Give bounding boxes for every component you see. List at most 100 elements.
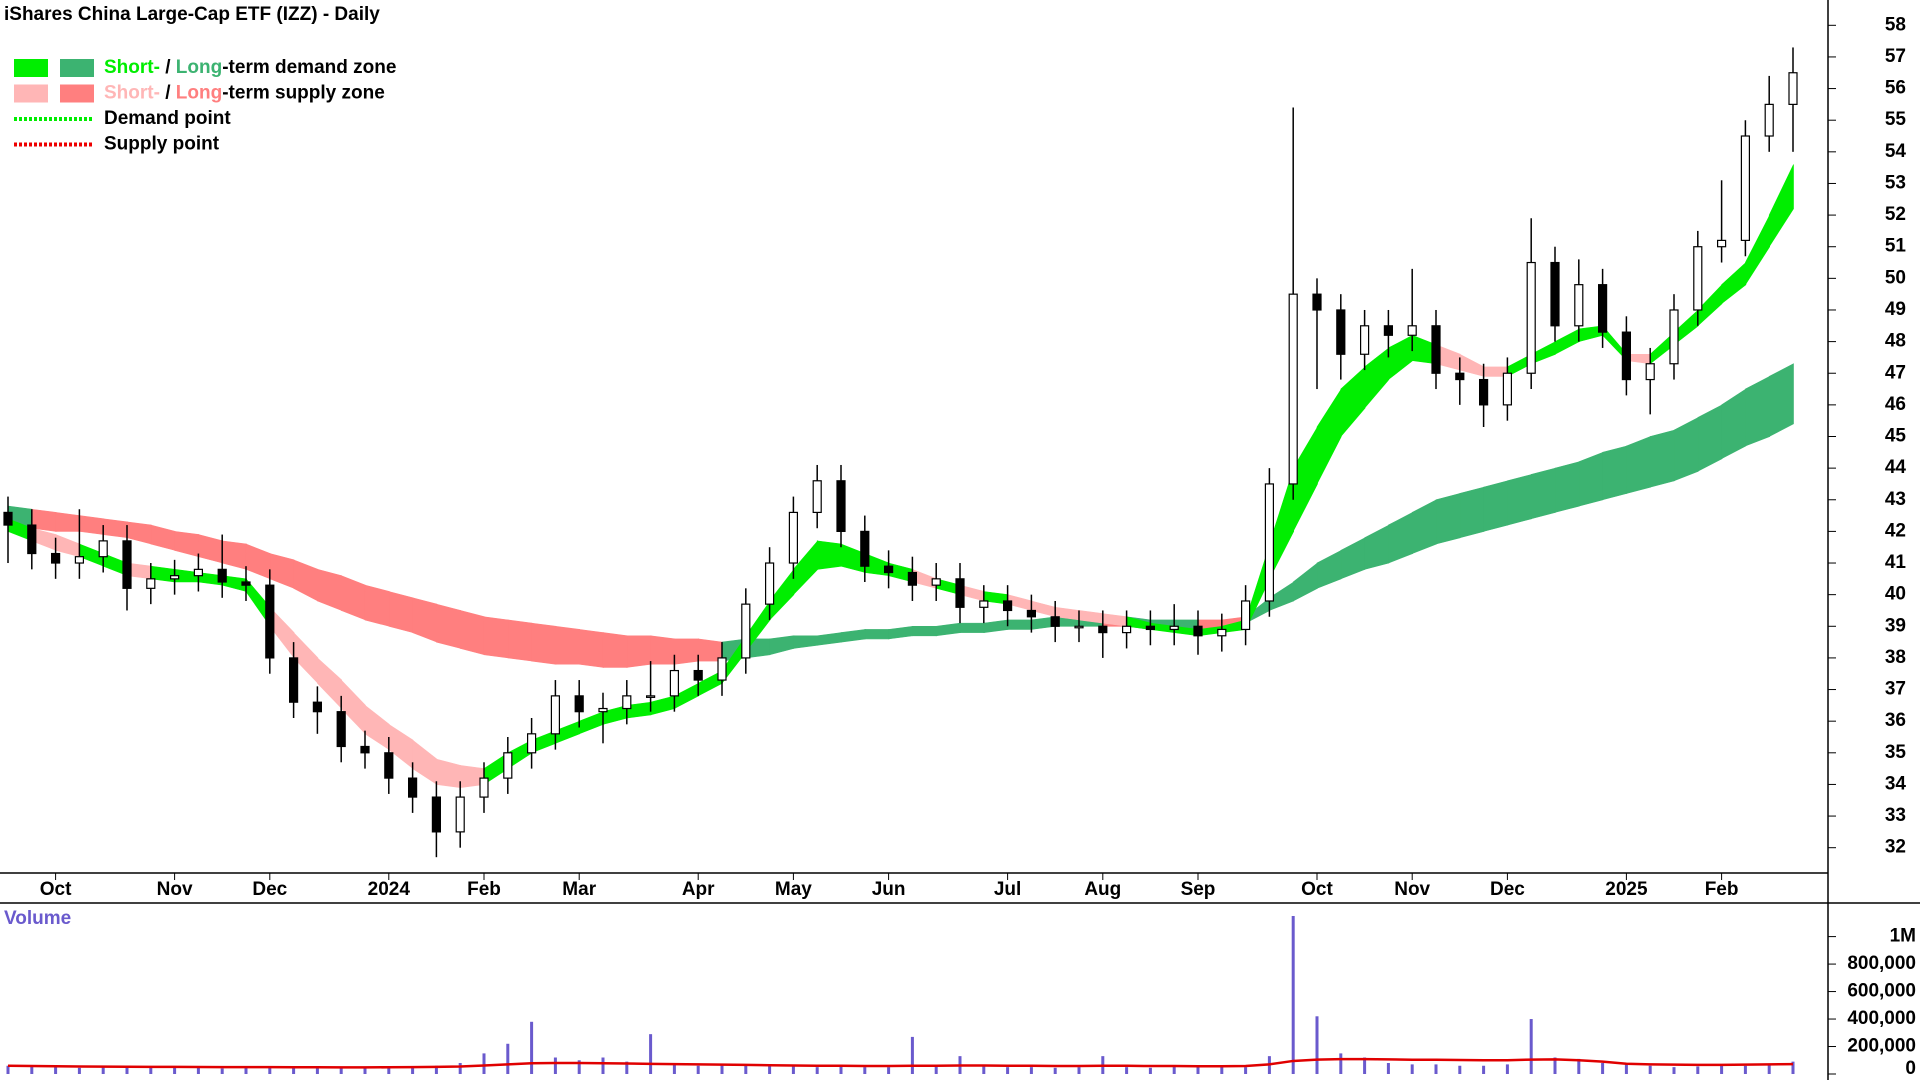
volume-bar [1077, 1067, 1081, 1074]
candle-body [622, 695, 632, 710]
volume-bar [768, 1066, 772, 1074]
candle-body [836, 480, 846, 532]
candle-body [1312, 293, 1322, 311]
y-tick-label: 38 [1885, 647, 1906, 668]
long-zone [1768, 363, 1794, 437]
y-tick-label: 0 [1905, 1058, 1916, 1079]
candle-body [384, 752, 394, 779]
volume-bar [1006, 1067, 1010, 1074]
volume-bar [887, 1067, 891, 1074]
volume-bar [1696, 1066, 1700, 1074]
candle-body [1645, 363, 1655, 381]
y-tick-label: 41 [1885, 552, 1907, 573]
volume-bar [982, 1065, 986, 1074]
candle-body [598, 707, 608, 713]
candle-body [645, 695, 656, 698]
candle-body [1526, 261, 1536, 374]
volume-bar [6, 1065, 10, 1074]
y-tick-label: 400,000 [1847, 1008, 1916, 1029]
volume-bar [339, 1067, 343, 1074]
volume-bar [244, 1067, 248, 1074]
y-tick-label: 800,000 [1847, 953, 1916, 974]
volume-bar [196, 1067, 200, 1074]
long-zone [1626, 436, 1651, 494]
volume-bar [601, 1057, 605, 1074]
volume-bar [1410, 1064, 1414, 1074]
long-zone [364, 584, 390, 627]
volume-bar [101, 1067, 105, 1074]
volume-bar [411, 1067, 415, 1074]
candle-body [741, 603, 751, 659]
candle-body [1121, 625, 1132, 634]
x-tick-label: Mar [562, 879, 596, 900]
candle-body [360, 745, 370, 754]
volume-bar [268, 1067, 272, 1074]
long-zone [626, 635, 652, 668]
y-tick-label: 54 [1885, 141, 1907, 162]
candle-body [1169, 625, 1179, 631]
candle-body [3, 511, 13, 526]
candle-body [1288, 293, 1298, 485]
candle-body [1455, 372, 1465, 381]
long-zone [912, 625, 938, 637]
x-tick-label: Jul [994, 879, 1021, 900]
legend-swatch [60, 84, 94, 103]
long-zone [102, 518, 128, 539]
candle-body [122, 540, 132, 589]
x-tick-label: Nov [157, 879, 193, 900]
volume-bar [1743, 1065, 1747, 1074]
candle-body [1621, 331, 1632, 381]
long-zone [1007, 619, 1033, 630]
y-tick-label: 47 [1885, 362, 1906, 383]
volume-bar [1244, 1067, 1248, 1074]
candle-body [146, 578, 156, 589]
volume-bar [1220, 1066, 1224, 1074]
candle-body [241, 581, 251, 586]
volume-bar [553, 1057, 557, 1074]
volume-bar [1196, 1067, 1200, 1074]
volume-bar [1434, 1064, 1438, 1074]
volume-bar [125, 1067, 129, 1074]
volume-bar [625, 1061, 629, 1074]
y-tick-label: 33 [1885, 805, 1906, 826]
volume-bar [1053, 1067, 1057, 1074]
long-zone [1578, 451, 1604, 507]
candle-body [907, 571, 918, 586]
legend-label: Supply point [104, 134, 220, 155]
long-zone [1507, 474, 1532, 526]
candle-body [1217, 628, 1227, 637]
long-zone [79, 515, 104, 535]
short-zone [1340, 366, 1366, 438]
volume-bar [910, 1036, 914, 1074]
candle-body [408, 777, 418, 798]
y-tick-label: 36 [1885, 710, 1906, 731]
volume-bar [577, 1060, 581, 1074]
candle-body [27, 524, 37, 555]
candle-body [788, 511, 799, 564]
y-tick-label: 57 [1885, 46, 1906, 67]
volume-bar [1577, 1058, 1581, 1074]
long-zone [674, 638, 700, 665]
candle-body [1336, 309, 1346, 355]
candle-body [669, 669, 680, 697]
legend-label: Demand point [104, 108, 231, 129]
candle-body [1407, 325, 1417, 336]
volume-bar [1125, 1067, 1129, 1074]
volume-bar [863, 1067, 867, 1074]
candle-body [1502, 372, 1513, 406]
candle-body [1359, 325, 1370, 355]
x-tick-label: Jun [872, 879, 906, 900]
candle-body [74, 556, 85, 564]
y-tick-label: 48 [1885, 331, 1906, 352]
y-tick-label: 49 [1885, 299, 1906, 320]
candle-body [1240, 600, 1251, 631]
volume-bar [173, 1066, 177, 1074]
y-tick-label: 34 [1885, 773, 1907, 794]
candle-body [1264, 483, 1275, 602]
volume-bar [1672, 1067, 1676, 1074]
candle-body [574, 695, 584, 713]
volume-bar [1624, 1064, 1628, 1074]
candle-body [431, 796, 441, 833]
volume-bar [672, 1063, 676, 1074]
